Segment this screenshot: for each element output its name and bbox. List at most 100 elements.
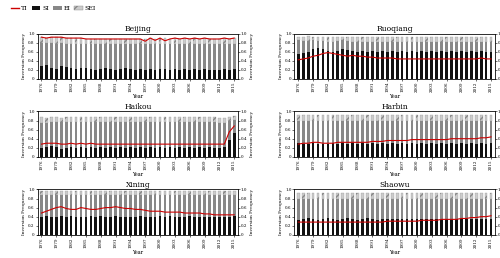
Bar [94,44,97,70]
Bar [484,144,488,157]
Bar [322,49,324,79]
Bar [426,198,428,219]
Bar [470,193,472,198]
Bar [119,117,122,122]
Bar [50,68,52,79]
Bar [70,44,72,68]
Bar [129,39,132,44]
Bar [410,120,414,143]
Bar [203,148,206,157]
Bar [110,147,112,157]
Bar [381,120,384,143]
Bar [376,37,378,42]
Bar [410,143,414,157]
Bar [84,195,87,217]
Bar [356,42,359,52]
Bar [302,193,304,198]
Bar [100,147,102,157]
Bar [312,40,314,49]
Bar [178,117,181,122]
Bar [316,198,320,220]
Bar [110,217,112,235]
Bar [400,37,404,42]
Bar [410,219,414,235]
Bar [336,193,339,198]
Bar [60,122,62,149]
Bar [436,115,438,120]
Bar [342,143,344,157]
Bar [352,198,354,219]
Bar [213,217,216,235]
Bar [194,69,196,79]
Bar [228,191,230,195]
Bar [124,44,127,68]
Bar [119,217,122,235]
Bar [352,51,354,79]
Bar [174,122,176,148]
Bar [194,217,196,235]
Bar [114,195,117,216]
Bar [134,44,136,70]
Bar [144,122,146,148]
Bar [223,38,226,44]
Bar [233,69,235,79]
Bar [465,52,468,79]
Bar [149,44,152,69]
Bar [381,193,384,198]
Bar [213,117,216,122]
Bar [480,143,482,157]
Bar [84,68,87,79]
Bar [194,122,196,148]
Bar [168,147,172,157]
Bar [391,42,394,51]
Bar [45,38,48,43]
Bar [70,117,72,122]
Bar [455,42,458,52]
Bar [188,147,191,157]
Bar [410,193,414,198]
X-axis label: Year: Year [132,249,143,255]
Bar [110,117,112,122]
Bar [436,120,438,144]
Bar [346,120,349,144]
Bar [302,219,304,235]
Bar [465,193,468,198]
Bar [74,217,78,235]
Bar [50,191,52,195]
Bar [144,148,146,157]
Bar [154,122,156,148]
Bar [366,115,369,120]
Bar [213,195,216,217]
Bar [450,51,453,79]
Bar [80,191,82,195]
Bar [144,70,146,79]
Bar [361,193,364,198]
Bar [208,70,211,79]
Bar [316,48,320,79]
Bar [218,191,220,195]
Bar [484,37,488,42]
Bar [94,39,97,44]
Bar [322,115,324,120]
Bar [100,195,102,216]
X-axis label: Year: Year [389,94,400,99]
Bar [391,193,394,198]
Bar [74,195,78,217]
Bar [420,42,423,51]
Bar [70,191,72,195]
Bar [208,39,211,44]
Bar [381,115,384,120]
Bar [50,122,52,146]
Bar [45,195,48,216]
Bar [188,39,191,44]
Bar [475,42,478,52]
Bar [124,191,127,195]
Title: Harbin: Harbin [382,103,408,111]
Bar [326,120,330,144]
Bar [484,219,488,235]
Bar [436,144,438,157]
Bar [450,219,453,235]
Bar [55,191,58,195]
Bar [223,69,226,79]
Bar [90,69,92,79]
